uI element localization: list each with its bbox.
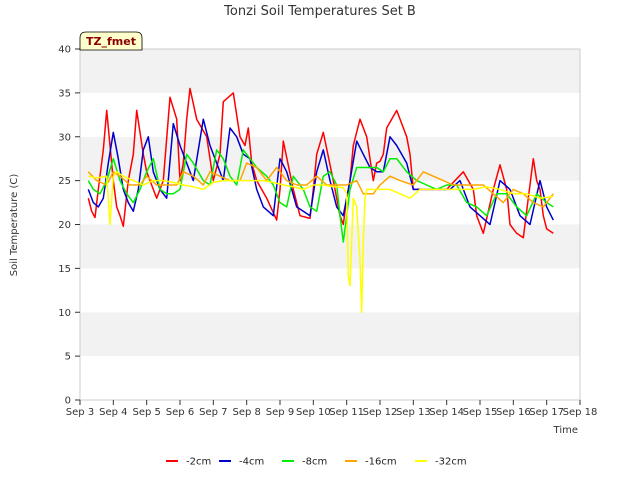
grid-band bbox=[80, 92, 580, 137]
series-lines bbox=[87, 87, 554, 314]
grid-bands bbox=[80, 49, 580, 400]
x-tick-label: Sep 10 bbox=[296, 407, 331, 418]
series-line-2cm bbox=[87, 87, 554, 239]
series-line-16cm bbox=[87, 162, 554, 208]
x-tick-label: Sep 4 bbox=[99, 407, 127, 418]
chart-title: Tonzi Soil Temperatures Set B bbox=[223, 4, 416, 19]
grid-band bbox=[80, 356, 580, 400]
x-tick-label: Sep 15 bbox=[463, 407, 498, 418]
y-tick-label: 35 bbox=[58, 88, 71, 99]
x-tick-label: Sep 14 bbox=[429, 407, 464, 418]
grid-band bbox=[80, 49, 580, 93]
x-tick-label: Sep 3 bbox=[66, 407, 94, 418]
legend-label: -4cm bbox=[239, 457, 264, 468]
y-axis-ticks: 0 5 10 15 20 25 30 35 40 bbox=[58, 45, 80, 407]
y-tick-label: 10 bbox=[58, 308, 71, 319]
legend: -2cm -4cm -8cm -16cm -32cm bbox=[166, 457, 467, 468]
y-tick-label: 30 bbox=[58, 132, 71, 143]
y-tick-label: 15 bbox=[58, 264, 71, 275]
station-badge: TZ_fmet bbox=[79, 31, 143, 51]
series-line-4cm bbox=[87, 118, 554, 226]
x-tick-label: Sep 9 bbox=[266, 407, 294, 418]
station-badge-label: TZ_fmet bbox=[86, 35, 136, 48]
legend-label: -8cm bbox=[302, 457, 327, 468]
x-tick-label: Sep 8 bbox=[232, 407, 260, 418]
series-line-32cm bbox=[88, 171, 554, 314]
x-tick-label: Sep 11 bbox=[329, 407, 364, 418]
grid-band bbox=[80, 312, 580, 357]
legend-label: -16cm bbox=[365, 457, 397, 468]
grid-band bbox=[80, 136, 580, 181]
x-axis-ticks: Sep 3 Sep 4 Sep 5 Sep 6 Sep 7 Sep 8 Sep 9 Sep 1… bbox=[66, 400, 598, 418]
x-tick-label: Sep 13 bbox=[396, 407, 431, 418]
y-tick-label: 20 bbox=[58, 220, 71, 231]
grid-band bbox=[80, 224, 580, 269]
x-tick-label: Sep 5 bbox=[132, 407, 160, 418]
x-tick-label: Sep 17 bbox=[529, 407, 564, 418]
legend-label: -2cm bbox=[186, 457, 211, 468]
y-axis-title: Soil Temperature (C) bbox=[9, 174, 20, 277]
x-axis-title: Time bbox=[553, 425, 578, 436]
y-tick-label: 5 bbox=[65, 352, 71, 363]
grid-band bbox=[80, 268, 580, 313]
x-tick-label: Sep 6 bbox=[166, 407, 194, 418]
grid-band bbox=[80, 180, 580, 225]
x-tick-label: Sep 12 bbox=[363, 407, 398, 418]
y-tick-label: 0 bbox=[65, 396, 71, 407]
y-tick-label: 40 bbox=[58, 45, 71, 56]
legend-label: -32cm bbox=[435, 457, 467, 468]
y-tick-label: 25 bbox=[58, 176, 71, 187]
x-tick-label: Sep 7 bbox=[199, 407, 227, 418]
x-tick-label: Sep 16 bbox=[496, 407, 531, 418]
x-tick-label: Sep 18 bbox=[563, 407, 598, 418]
